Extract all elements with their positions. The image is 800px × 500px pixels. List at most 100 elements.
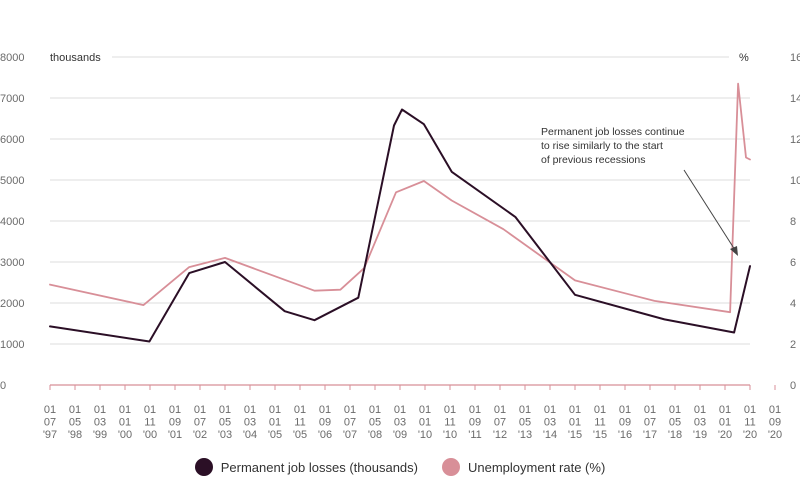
x-tick-label: 01	[94, 404, 106, 416]
y-axis-left-unit: thousands	[50, 52, 101, 64]
x-tick-label: '20	[743, 429, 757, 441]
x-tick-label: '10	[443, 429, 457, 441]
x-tick-label: '09	[393, 429, 407, 441]
annotation: Permanent job losses continue to rise si…	[541, 126, 738, 256]
x-tick-label: 01	[69, 404, 81, 416]
x-tick-label: 03	[244, 417, 256, 429]
x-tick-label: '05	[293, 429, 307, 441]
x-tick-label: 07	[644, 417, 656, 429]
x-tick-label: '13	[518, 429, 532, 441]
x-tick-label: 09	[619, 417, 631, 429]
x-tick-label: 07	[194, 417, 206, 429]
x-tick-label: 07	[44, 417, 56, 429]
x-tick-label: '19	[693, 429, 707, 441]
x-tick-label: 01	[719, 417, 731, 429]
legend-label-job-losses: Permanent job losses (thousands)	[220, 459, 418, 475]
y-tick-label-right: 8	[790, 216, 796, 228]
x-tick-label: 01	[219, 404, 231, 416]
x-tick-label: 11	[144, 417, 155, 429]
x-tick-label: '00	[118, 429, 132, 441]
x-tick-label: '10	[418, 429, 432, 441]
legend-label-unemployment: Unemployment rate (%)	[468, 459, 606, 475]
x-tick-label: '08	[368, 429, 382, 441]
y-axis-left: 8000 7000 6000 5000 4000 3000 2000 1000 0	[0, 52, 24, 392]
x-tick-label: 01	[519, 404, 531, 416]
x-tick-label: 05	[519, 417, 531, 429]
series-layer	[49, 82, 751, 343]
y-tick-label-right: 16	[790, 52, 800, 64]
x-tick-label: 09	[169, 417, 181, 429]
x-tick-label: 01	[419, 404, 431, 416]
y-tick-label-right: 14	[790, 93, 800, 105]
x-tick-label: 11	[594, 417, 605, 429]
x-tick-label: 01	[169, 404, 181, 416]
x-tick-label: '99	[93, 429, 107, 441]
x-tick-label: 01	[369, 404, 381, 416]
x-tick-label: 01	[669, 404, 681, 416]
legend-item-job-losses: Permanent job losses (thousands)	[194, 458, 418, 476]
y-tick-label-left: 5000	[0, 175, 24, 187]
x-tick-label: '20	[768, 429, 782, 441]
x-tick-label: 01	[269, 417, 281, 429]
series-line-unemployment	[49, 82, 751, 314]
x-tick-label: 01	[244, 404, 256, 416]
y-tick-label-right: 2	[790, 339, 796, 351]
x-tick-label: '00	[143, 429, 157, 441]
x-tick-label: 01	[119, 417, 131, 429]
x-tick-label: 11	[744, 417, 755, 429]
x-tick-label: 05	[219, 417, 231, 429]
x-tick-label: 01	[294, 404, 306, 416]
x-tick-label: 01	[394, 404, 406, 416]
annotation-arrow-line	[683, 169, 736, 251]
y-tick-label-right: 4	[790, 298, 796, 310]
x-tick-label: '17	[643, 429, 657, 441]
x-tick-label: 09	[469, 417, 481, 429]
x-axis: 0107'970105'980103'990101'000111'000109'…	[43, 384, 782, 441]
x-tick-label: 01	[719, 404, 731, 416]
x-tick-label: '97	[43, 429, 57, 441]
x-tick-label: 01	[619, 404, 631, 416]
x-tick-label: '12	[493, 429, 507, 441]
y-tick-label-left: 1000	[0, 339, 24, 351]
y-tick-label-right: 12	[790, 134, 800, 146]
x-tick-label: '15	[593, 429, 607, 441]
x-tick-label: '16	[618, 429, 632, 441]
x-tick-label: 05	[369, 417, 381, 429]
x-tick-label: 01	[644, 404, 656, 416]
x-tick-label: 09	[319, 417, 331, 429]
x-tick-label: 01	[144, 404, 156, 416]
annotation-line-3: of previous recessions	[541, 154, 645, 166]
x-tick-label: '20	[718, 429, 732, 441]
x-tick-label: '01	[168, 429, 182, 441]
x-tick-label: '07	[343, 429, 357, 441]
legend-swatch-unemployment	[442, 458, 460, 476]
y-tick-label-left: 4000	[0, 216, 24, 228]
x-tick-label: 07	[494, 417, 506, 429]
x-tick-label: 01	[444, 404, 456, 416]
x-tick-label: 01	[119, 404, 131, 416]
legend-item-unemployment: Unemployment rate (%)	[442, 458, 605, 476]
x-tick-label: '98	[68, 429, 82, 441]
legend-swatch-job-losses	[194, 458, 213, 476]
x-tick-label: 01	[344, 404, 356, 416]
annotation-line-1: Permanent job losses continue	[541, 126, 685, 138]
x-tick-label: 01	[544, 404, 556, 416]
x-tick-label: 01	[469, 404, 481, 416]
x-tick-label: 11	[294, 417, 305, 429]
x-tick-label: 01	[769, 404, 781, 416]
annotation-arrowhead	[730, 246, 738, 256]
y-axis-right-unit: %	[739, 52, 749, 64]
x-tick-label: 05	[669, 417, 681, 429]
y-tick-label-left: 0	[0, 380, 6, 392]
y-axis-right: 16 14 12 10 8 6 4 2 0	[790, 52, 800, 392]
x-tick-label: 01	[194, 404, 206, 416]
y-tick-label-left: 2000	[0, 298, 24, 310]
x-tick-label: 01	[569, 404, 581, 416]
x-tick-label: 01	[269, 404, 281, 416]
x-tick-label: 05	[69, 417, 81, 429]
x-tick-label: '06	[318, 429, 332, 441]
x-tick-label: 01	[44, 404, 56, 416]
annotation-line-2: to rise similarly to the start	[541, 140, 663, 152]
gridlines	[50, 56, 750, 345]
series-line-job-losses	[49, 108, 751, 343]
